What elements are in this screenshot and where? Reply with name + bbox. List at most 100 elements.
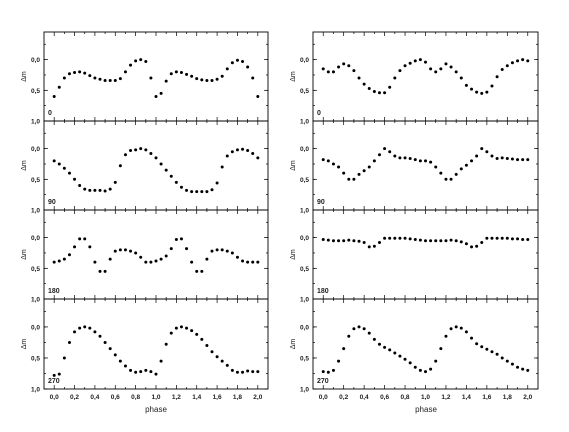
data-point xyxy=(215,355,219,359)
data-point xyxy=(372,159,376,163)
y-axis-label: Δm xyxy=(21,71,28,82)
data-point xyxy=(495,236,499,240)
panel-0-1: 0,0 0,5 1,0 Δm 90 xyxy=(21,120,269,215)
y-tick-label: 0,0 xyxy=(31,146,40,153)
data-point xyxy=(388,150,392,154)
data-point xyxy=(510,362,514,366)
data-point xyxy=(98,77,102,81)
y-tick-label: 1,0 xyxy=(300,297,309,304)
data-point xyxy=(459,240,463,244)
data-point xyxy=(490,350,494,354)
data-point xyxy=(490,84,494,88)
data-point xyxy=(464,83,468,87)
data-point xyxy=(83,71,87,75)
data-point xyxy=(321,370,325,374)
data-point xyxy=(470,245,474,249)
data-point xyxy=(134,370,138,374)
data-point xyxy=(383,345,387,349)
data-point xyxy=(88,188,92,192)
data-point xyxy=(108,257,112,261)
data-point xyxy=(516,158,520,162)
data-point xyxy=(377,91,381,95)
data-point xyxy=(123,248,127,252)
data-point xyxy=(326,238,330,242)
data-point xyxy=(326,70,330,74)
data-point xyxy=(52,159,56,163)
data-point xyxy=(464,163,468,167)
data-point xyxy=(403,357,407,361)
data-point xyxy=(154,156,158,160)
data-point xyxy=(93,188,97,192)
data-point xyxy=(230,61,234,65)
y-axis-label: Δm xyxy=(21,160,28,171)
data-point xyxy=(88,245,92,249)
data-point xyxy=(342,239,346,243)
data-point xyxy=(429,67,433,71)
data-point xyxy=(144,368,148,372)
panel-1-1: 0,0 0,5 1,0 Δm 90 xyxy=(290,120,539,215)
data-point xyxy=(251,76,255,80)
data-point xyxy=(256,94,260,98)
data-point xyxy=(321,67,325,71)
data-point xyxy=(205,78,209,82)
data-point xyxy=(408,237,412,241)
data-point xyxy=(118,359,122,363)
data-point xyxy=(413,365,417,369)
data-point xyxy=(83,325,87,329)
panel-frame xyxy=(43,120,269,211)
data-point xyxy=(210,188,214,192)
data-point xyxy=(179,71,183,75)
data-point xyxy=(393,351,397,355)
data-point xyxy=(241,147,245,151)
panel-label: 270 xyxy=(48,378,60,385)
data-point xyxy=(52,373,56,377)
data-point xyxy=(134,148,138,152)
data-point xyxy=(52,94,56,98)
data-point xyxy=(403,236,407,240)
data-point xyxy=(510,61,514,65)
data-point xyxy=(190,329,194,333)
data-point xyxy=(526,237,530,241)
y-axis-label: Δm xyxy=(290,160,297,171)
data-point xyxy=(388,85,392,89)
data-point xyxy=(337,239,341,243)
x-tick-label: 0,2 xyxy=(70,394,79,401)
data-point xyxy=(230,150,234,154)
y-tick-label: 0,0 xyxy=(300,146,309,153)
data-point xyxy=(398,156,402,160)
data-point xyxy=(241,59,245,63)
data-point xyxy=(418,159,422,163)
panel-0-2: 0,0 0,5 1,0 Δm 180 xyxy=(21,209,269,304)
data-point xyxy=(434,165,438,169)
data-point xyxy=(185,72,189,76)
y-tick-label: 0,0 xyxy=(300,324,309,331)
data-point xyxy=(57,372,61,376)
panel-label: 180 xyxy=(48,288,60,295)
data-point xyxy=(118,77,122,81)
data-point xyxy=(169,331,173,335)
data-point xyxy=(418,58,422,62)
x-axis-label-right: phase xyxy=(415,405,437,414)
data-point xyxy=(98,334,102,338)
data-point xyxy=(88,74,92,78)
data-point xyxy=(326,370,330,374)
data-point xyxy=(215,77,219,81)
data-point xyxy=(500,236,504,240)
data-point xyxy=(174,326,178,330)
data-point xyxy=(149,76,153,80)
data-point xyxy=(393,236,397,240)
data-point xyxy=(342,62,346,66)
data-point xyxy=(485,150,489,154)
panel-frame xyxy=(43,209,269,300)
data-point xyxy=(205,344,209,348)
data-point xyxy=(159,359,163,363)
data-point xyxy=(73,245,77,249)
data-point xyxy=(78,237,82,241)
data-point xyxy=(367,165,371,169)
data-point xyxy=(164,79,168,83)
y-tick-label: 0,5 xyxy=(300,355,309,362)
data-point xyxy=(377,241,381,245)
data-point xyxy=(129,148,133,152)
data-point xyxy=(190,74,194,78)
data-point xyxy=(200,269,204,273)
